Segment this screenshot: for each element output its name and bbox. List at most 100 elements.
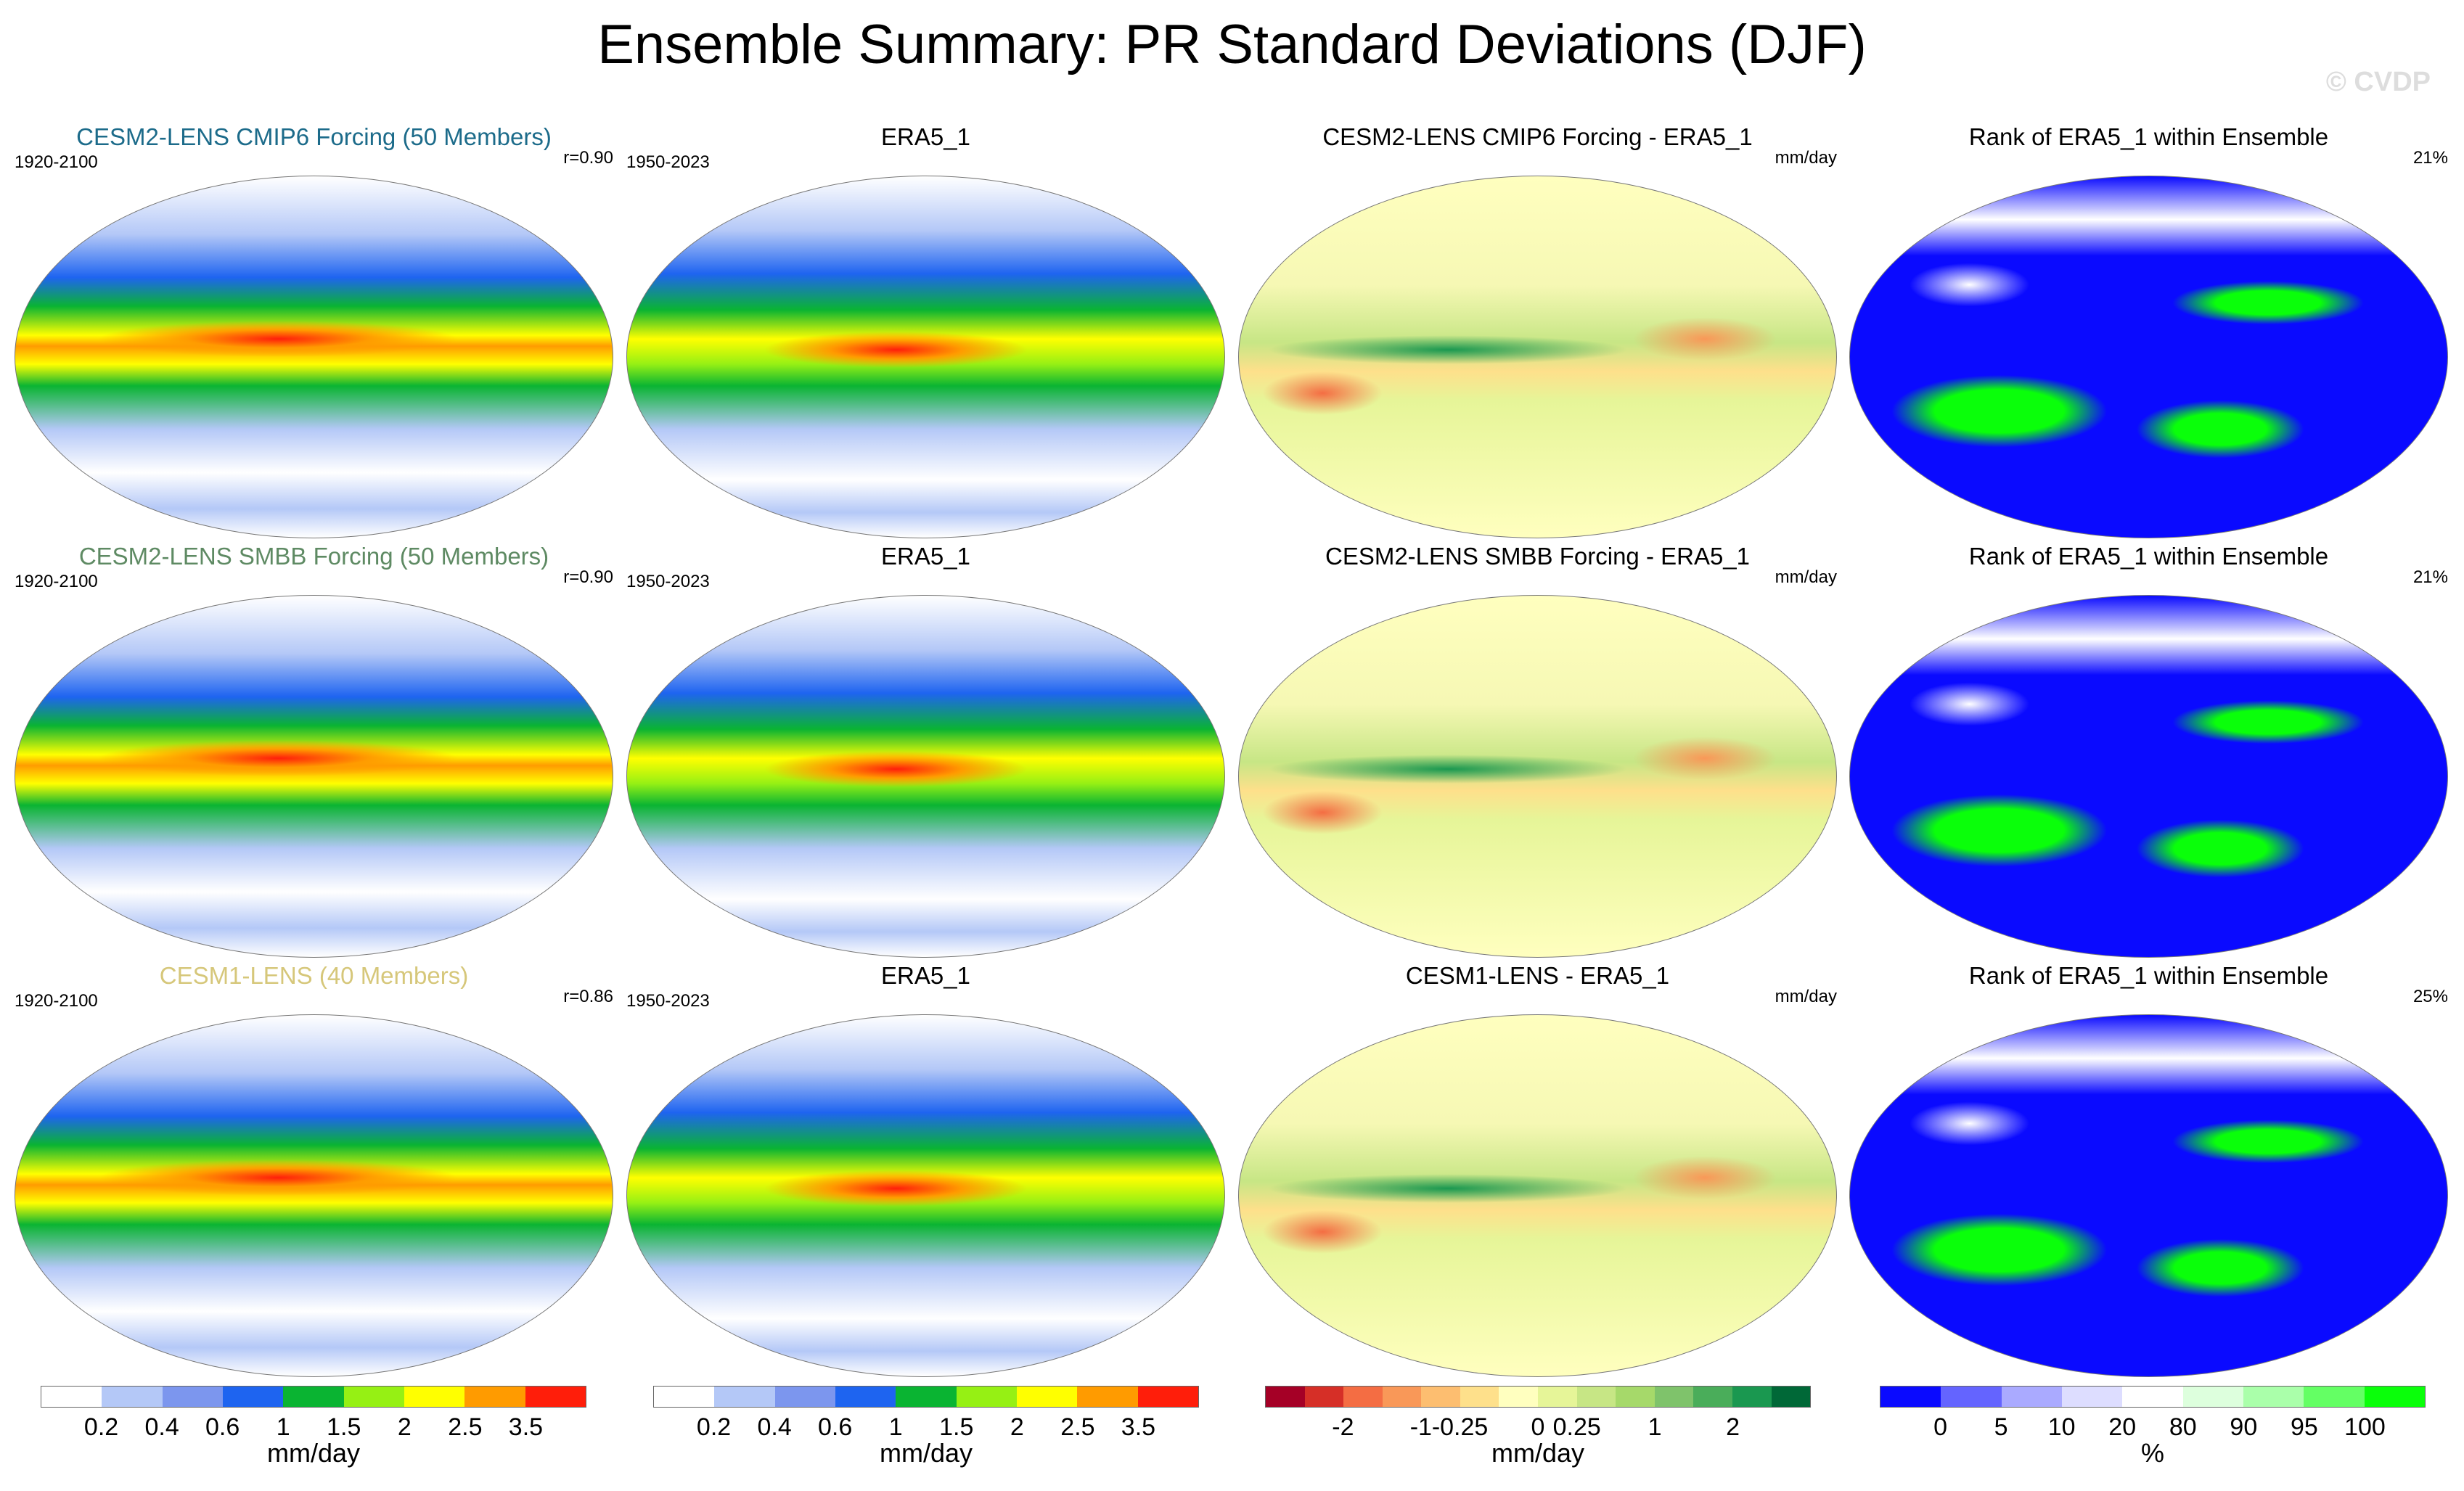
panel-pct-rank-r3: 25% (2412, 987, 2448, 1006)
colorbar-3-tick: 0.25 (1552, 1413, 1601, 1441)
colorbar-1-swatch (162, 1387, 223, 1407)
panel-title-rank-r3: Rank of ERA5_1 within Ensemble (1968, 962, 2329, 989)
panel-title-obs-r1: ERA5_1 (881, 123, 970, 150)
colorbar-2 (653, 1386, 1199, 1408)
map-model-r1 (15, 176, 613, 538)
colorbar-2-swatch (896, 1387, 957, 1407)
colorbar-3-tick: 2 (1726, 1413, 1740, 1441)
colorbar-4-swatch (1941, 1387, 2002, 1407)
panel-title-diff-r1: CESM2-LENS CMIP6 Forcing - ERA5_1 (1322, 123, 1753, 150)
figure-title: Ensemble Summary: PR Standard Deviations… (597, 14, 1867, 75)
colorbar-2-swatch (1077, 1387, 1138, 1407)
colorbar-4-swatch (1880, 1387, 1941, 1407)
colorbar-2-tick: 1.5 (939, 1413, 974, 1441)
colorbar-4-swatch (2364, 1387, 2425, 1407)
colorbar-3-swatch (1499, 1387, 1539, 1407)
colorbar-2-tick: 1 (888, 1413, 903, 1441)
panel-title-rank-r2: Rank of ERA5_1 within Ensemble (1968, 543, 2329, 570)
colorbar-3-swatch (1732, 1387, 1772, 1407)
colorbar-1-swatch (283, 1387, 344, 1407)
map-diff-r1 (1238, 176, 1837, 538)
colorbar-2-swatch (835, 1387, 896, 1407)
panel-years-obs-r1: 1950-2023 (626, 152, 710, 172)
colorbar-3-swatch (1576, 1387, 1616, 1407)
panel-years-model-r3: 1920-2100 (15, 991, 98, 1011)
colorbar-2-tick: 0.6 (818, 1413, 853, 1441)
colorbar-1-tick: 3.5 (508, 1413, 544, 1441)
panel-title-obs-r3: ERA5_1 (881, 962, 970, 989)
colorbar-4-unit: % (2140, 1438, 2164, 1468)
panel-title-obs-r2: ERA5_1 (881, 543, 970, 570)
colorbar-4-tick: 5 (1994, 1413, 2008, 1441)
panel-title-model-r2: CESM2-LENS SMBB Forcing (50 Members) (78, 543, 549, 570)
panel-years-obs-r2: 1950-2023 (626, 572, 710, 591)
colorbar-1-tick: 1.5 (327, 1413, 361, 1441)
panel-corr-model-r2: r=0.90 (563, 567, 613, 587)
map-obs-r3 (626, 1014, 1225, 1377)
colorbar-2-tick: 2.5 (1060, 1413, 1095, 1441)
map-rank-r3 (1849, 1014, 2448, 1377)
map-obs-r1 (626, 176, 1225, 538)
cvdp-watermark: © CVDP (2325, 67, 2431, 97)
colorbar-2-tick: 0.2 (696, 1413, 732, 1441)
colorbar-4-tick: 95 (2290, 1413, 2318, 1441)
colorbar-2-swatch (956, 1387, 1017, 1407)
colorbar-3-swatch (1382, 1387, 1422, 1407)
colorbar-1-tick: 2 (397, 1413, 412, 1441)
colorbar-1-swatch (525, 1387, 586, 1407)
colorbar-1-swatch (343, 1387, 404, 1407)
colorbar-1-tick: 0.6 (205, 1413, 240, 1441)
colorbar-2-unit: mm/day (879, 1438, 973, 1468)
panel-corr-model-r1: r=0.90 (563, 148, 613, 168)
map-model-r3 (15, 1014, 613, 1377)
map-rank-r1 (1849, 176, 2448, 538)
panel-title-rank-r1: Rank of ERA5_1 within Ensemble (1968, 123, 2329, 150)
colorbar-1-tick: 0.2 (83, 1413, 119, 1441)
colorbar-3-swatch (1343, 1387, 1383, 1407)
colorbar-2-tick: 3.5 (1121, 1413, 1156, 1441)
colorbar-1-tick: 1 (276, 1413, 290, 1441)
panel-pct-rank-r2: 21% (2412, 567, 2448, 587)
colorbar-4-tick: 20 (2108, 1413, 2137, 1441)
colorbar-4-swatch (2243, 1387, 2304, 1407)
colorbar-4-tick: 0 (1933, 1413, 1948, 1441)
colorbar-3-tick: -0.25 (1431, 1413, 1489, 1441)
map-obs-r2 (626, 595, 1225, 958)
panel-title-diff-r3: CESM1-LENS - ERA5_1 (1405, 962, 1670, 989)
map-rank-r2 (1849, 595, 2448, 958)
colorbar-3-swatch (1538, 1387, 1577, 1407)
colorbar-3-unit: mm/day (1491, 1438, 1585, 1468)
colorbar-4-swatch (2061, 1387, 2123, 1407)
colorbar-4-tick: 10 (2047, 1413, 2076, 1441)
colorbar-2-swatch (654, 1387, 715, 1407)
colorbar-2-tick: 0.4 (757, 1413, 792, 1441)
map-diff-r2 (1238, 595, 1837, 958)
colorbar-4-tick: 80 (2169, 1413, 2197, 1441)
colorbar-3-swatch (1304, 1387, 1344, 1407)
colorbar-2-swatch (714, 1387, 775, 1407)
panel-unit-diff-r3: mm/day (1775, 987, 1837, 1006)
colorbar-3-swatch (1421, 1387, 1460, 1407)
panel-title-diff-r2: CESM2-LENS SMBB Forcing - ERA5_1 (1325, 543, 1751, 570)
colorbar-2-swatch (1137, 1387, 1198, 1407)
colorbar-1-swatch (404, 1387, 465, 1407)
colorbar-1-unit: mm/day (266, 1438, 361, 1468)
map-model-r2 (15, 595, 613, 958)
panel-title-model-r3: CESM1-LENS (40 Members) (159, 962, 469, 989)
colorbar-4-tick: 90 (2230, 1413, 2258, 1441)
colorbar-3 (1265, 1386, 1811, 1408)
colorbar-4-swatch (2182, 1387, 2243, 1407)
colorbar-4-swatch (2001, 1387, 2062, 1407)
colorbar-3-tick: 1 (1648, 1413, 1662, 1441)
colorbar-2-tick: 2 (1010, 1413, 1024, 1441)
colorbar-3-tick: -2 (1332, 1413, 1354, 1441)
colorbar-4-swatch (2304, 1387, 2365, 1407)
colorbar-4 (1880, 1386, 2426, 1408)
panel-corr-model-r3: r=0.86 (563, 987, 613, 1006)
colorbar-1-swatch (464, 1387, 525, 1407)
colorbar-3-swatch (1654, 1387, 1694, 1407)
colorbar-3-swatch (1771, 1387, 1811, 1407)
colorbar-3-tick: 0 (1531, 1413, 1545, 1441)
colorbar-3-swatch (1460, 1387, 1499, 1407)
colorbar-3-tick: -1 (1409, 1413, 1432, 1441)
